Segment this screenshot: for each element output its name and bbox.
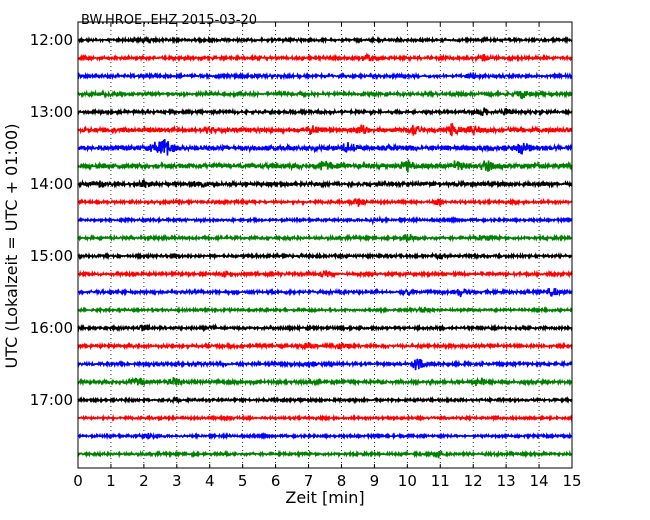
trace-line xyxy=(77,305,573,315)
x-tick-label: 12 xyxy=(464,472,483,490)
trace-line xyxy=(77,159,573,173)
x-tick-label: 7 xyxy=(304,472,314,490)
plot-frame xyxy=(77,21,573,469)
x-tick-label: 15 xyxy=(562,472,581,490)
trace-line xyxy=(77,35,573,45)
trace-line xyxy=(77,71,573,81)
x-tick-label: 4 xyxy=(205,472,215,490)
x-tick-label: 1 xyxy=(106,472,116,490)
x-tick-label: 13 xyxy=(497,472,516,490)
y-axis-label: UTC (Lokalzeit = UTC + 01:00) xyxy=(2,124,21,369)
trace-line xyxy=(77,107,573,117)
x-axis-label: Zeit [min] xyxy=(285,488,364,507)
axis-ticks: 0 1 2 3 4 5 6 7 8 9 10 11 12 13 14 1512:0013:0014:0015:… xyxy=(30,22,582,490)
trace-line xyxy=(77,89,573,100)
trace-line xyxy=(77,341,573,351)
trace-line xyxy=(77,269,573,279)
trace-line xyxy=(77,215,573,226)
y-tick-label: 14:00 xyxy=(30,175,73,193)
x-tick-label: 10 xyxy=(398,472,417,490)
x-tick-label: 9 xyxy=(370,472,380,490)
y-tick-label: 15:00 xyxy=(30,247,73,265)
trace-line xyxy=(77,179,573,189)
trace-line xyxy=(77,139,573,156)
trace-line xyxy=(77,197,573,207)
y-tick-label: 12:00 xyxy=(30,31,73,49)
trace-line xyxy=(77,431,573,441)
x-tick-label: 14 xyxy=(530,472,549,490)
trace-line xyxy=(77,449,573,459)
trace-line xyxy=(77,123,573,137)
y-tick-label: 13:00 xyxy=(30,103,73,121)
x-tick-label: 2 xyxy=(139,472,149,490)
x-tick-label: 8 xyxy=(337,472,347,490)
x-tick-label: 11 xyxy=(431,472,450,490)
trace-line xyxy=(77,251,573,261)
trace-line xyxy=(77,52,573,63)
trace-group xyxy=(77,35,573,459)
trace-line xyxy=(77,376,573,387)
trace-line xyxy=(77,358,573,371)
trace-line xyxy=(77,395,573,405)
x-tick-label: 0 xyxy=(73,472,83,490)
y-tick-label: 16:00 xyxy=(30,319,73,337)
trace-line xyxy=(77,287,573,298)
chart-title: BW.HROE..EHZ 2015-03-20 xyxy=(81,13,257,28)
trace-line xyxy=(77,322,573,333)
trace-line xyxy=(77,233,573,244)
x-tick-label: 5 xyxy=(238,472,248,490)
trace-line xyxy=(77,413,573,423)
x-tick-label: 6 xyxy=(271,472,281,490)
x-tick-label: 3 xyxy=(172,472,182,490)
y-tick-label: 17:00 xyxy=(30,391,73,409)
